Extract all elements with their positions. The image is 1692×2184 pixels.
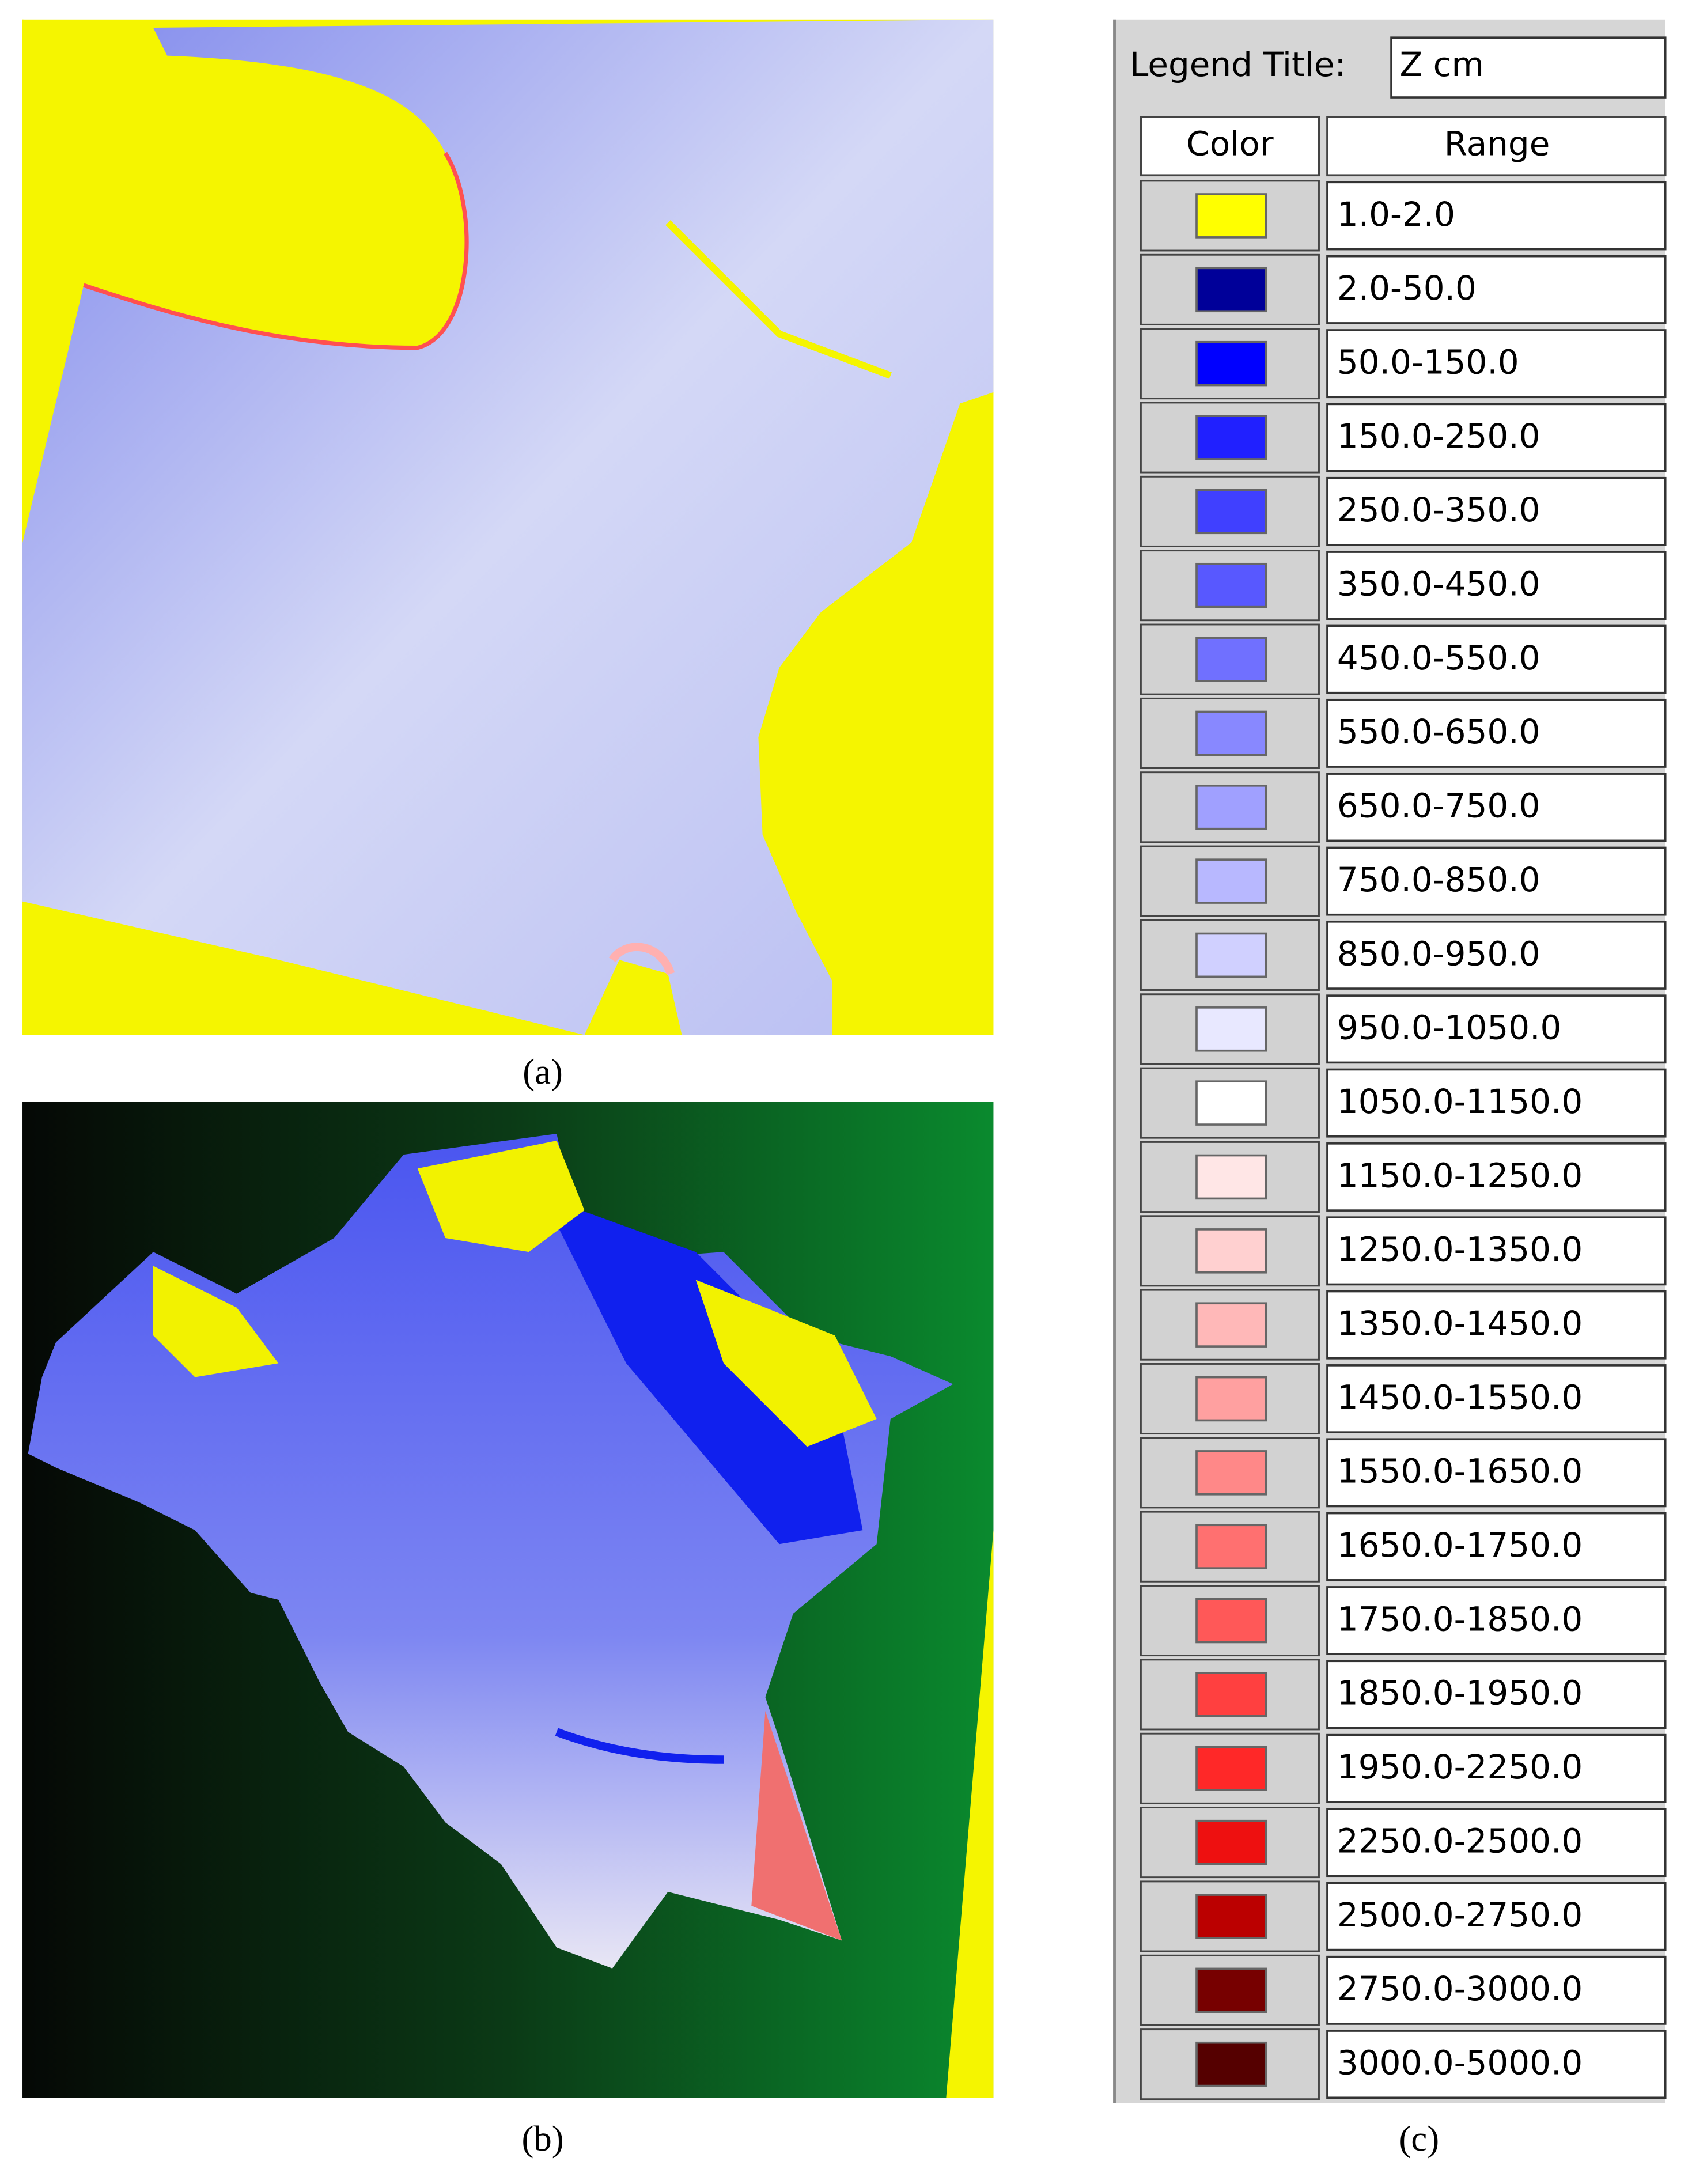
range-cell[interactable] xyxy=(1326,1586,1667,1656)
range-cell[interactable] xyxy=(1326,1142,1667,1212)
color-swatch[interactable] xyxy=(1195,267,1267,313)
color-swatch[interactable] xyxy=(1195,415,1267,460)
color-cell[interactable] xyxy=(1140,1659,1320,1731)
color-swatch[interactable] xyxy=(1195,1376,1267,1422)
range-text: 850.0-950.0 xyxy=(1337,934,1540,973)
range-cell[interactable] xyxy=(1326,255,1667,324)
color-swatch[interactable] xyxy=(1195,637,1267,682)
range-text: 1650.0-1750.0 xyxy=(1337,1526,1583,1565)
color-swatch[interactable] xyxy=(1195,193,1267,239)
range-text: 2750.0-3000.0 xyxy=(1337,1969,1583,2008)
range-text: 550.0-650.0 xyxy=(1337,712,1540,751)
range-cell[interactable] xyxy=(1326,2030,1667,2099)
caption: (b) xyxy=(522,2118,564,2159)
color-cell[interactable] xyxy=(1140,919,1320,991)
range-text: 3000.0-5000.0 xyxy=(1337,2043,1583,2082)
range-cell[interactable] xyxy=(1326,1808,1667,1878)
range-text: 2250.0-2500.0 xyxy=(1337,1821,1583,1860)
range-text: 250.0-350.0 xyxy=(1337,490,1540,529)
range-text: 1250.0-1350.0 xyxy=(1337,1230,1583,1269)
range-text: 750.0-850.0 xyxy=(1337,860,1540,899)
legend-title-value: Z cm xyxy=(1400,45,1484,84)
range-cell[interactable] xyxy=(1326,329,1667,399)
range-cell[interactable] xyxy=(1326,1216,1667,1286)
range-cell[interactable] xyxy=(1326,1512,1667,1581)
range-text: 2.0-50.0 xyxy=(1337,268,1477,308)
range-text: 650.0-750.0 xyxy=(1337,786,1540,826)
range-cell[interactable] xyxy=(1326,551,1667,620)
color-swatch[interactable] xyxy=(1195,1672,1267,1717)
map-a xyxy=(22,19,994,1035)
range-text: 450.0-550.0 xyxy=(1337,638,1540,677)
caption: (c) xyxy=(1399,2118,1439,2159)
color-swatch[interactable] xyxy=(1195,1819,1267,1865)
legend-title-label: Legend Title: xyxy=(1130,45,1346,84)
color-cell[interactable] xyxy=(1140,1437,1320,1509)
color-swatch[interactable] xyxy=(1195,1154,1267,1200)
color-swatch[interactable] xyxy=(1195,1598,1267,1644)
range-text: 50.0-150.0 xyxy=(1337,342,1519,381)
range-cell[interactable] xyxy=(1326,181,1667,251)
color-swatch[interactable] xyxy=(1195,2041,1267,2087)
color-swatch[interactable] xyxy=(1195,1967,1267,2013)
range-text: 1450.0-1550.0 xyxy=(1337,1377,1583,1417)
color-swatch[interactable] xyxy=(1195,1080,1267,1126)
range-text: 1050.0-1150.0 xyxy=(1337,1082,1583,1121)
range-text: 2500.0-2750.0 xyxy=(1337,1895,1583,1935)
color-swatch[interactable] xyxy=(1195,1524,1267,1569)
range-cell[interactable] xyxy=(1326,476,1667,546)
color-swatch[interactable] xyxy=(1195,710,1267,756)
color-swatch[interactable] xyxy=(1195,1450,1267,1496)
range-text: 1.0-2.0 xyxy=(1337,195,1455,234)
range-cell[interactable] xyxy=(1326,846,1667,916)
range-cell[interactable] xyxy=(1326,1955,1667,2025)
color-swatch[interactable] xyxy=(1195,1228,1267,1274)
range-cell[interactable] xyxy=(1326,1068,1667,1138)
color-swatch[interactable] xyxy=(1195,932,1267,978)
range-text: 150.0-250.0 xyxy=(1337,417,1540,456)
range-cell[interactable] xyxy=(1326,1364,1667,1433)
color-swatch[interactable] xyxy=(1195,562,1267,608)
range-text: 1350.0-1450.0 xyxy=(1337,1304,1583,1343)
range-text: 1950.0-2250.0 xyxy=(1337,1747,1583,1786)
text-input[interactable] xyxy=(1390,36,1667,99)
legend-panel: Legend Title: Z cm Color Range 1.0-2.0 2.… xyxy=(1113,19,1667,2103)
caption: (a) xyxy=(523,1051,563,1092)
range-text: 950.0-1050.0 xyxy=(1337,1008,1562,1047)
map-b xyxy=(22,1102,994,2098)
range-text: 350.0-450.0 xyxy=(1337,565,1540,604)
range-cell[interactable] xyxy=(1326,698,1667,768)
range-text: 1150.0-1250.0 xyxy=(1337,1156,1583,1195)
color-swatch[interactable] xyxy=(1195,1746,1267,1792)
color-swatch[interactable] xyxy=(1195,1894,1267,1939)
color-swatch[interactable] xyxy=(1195,785,1267,830)
column-header-text: Range xyxy=(1444,124,1550,164)
range-cell[interactable] xyxy=(1326,920,1667,990)
range-text: 1850.0-1950.0 xyxy=(1337,1674,1583,1713)
range-cell[interactable] xyxy=(1326,1882,1667,1951)
range-cell[interactable] xyxy=(1326,1438,1667,1508)
range-cell[interactable] xyxy=(1326,1660,1667,1729)
range-cell[interactable] xyxy=(1326,773,1667,842)
range-cell[interactable] xyxy=(1326,403,1667,472)
color-swatch[interactable] xyxy=(1195,1302,1267,1348)
range-cell[interactable] xyxy=(1326,1733,1667,1803)
color-swatch[interactable] xyxy=(1195,858,1267,904)
range-text: 1750.0-1850.0 xyxy=(1337,1599,1583,1638)
color-swatch[interactable] xyxy=(1195,340,1267,387)
range-cell[interactable] xyxy=(1326,1290,1667,1360)
column-header-text: Color xyxy=(1186,124,1273,164)
column-header[interactable] xyxy=(1140,116,1320,177)
range-text: 1550.0-1650.0 xyxy=(1337,1452,1583,1491)
color-swatch[interactable] xyxy=(1195,489,1267,535)
range-cell[interactable] xyxy=(1326,994,1667,1064)
color-swatch[interactable] xyxy=(1195,1006,1267,1052)
column-header[interactable] xyxy=(1326,116,1667,177)
range-cell[interactable] xyxy=(1326,624,1667,694)
